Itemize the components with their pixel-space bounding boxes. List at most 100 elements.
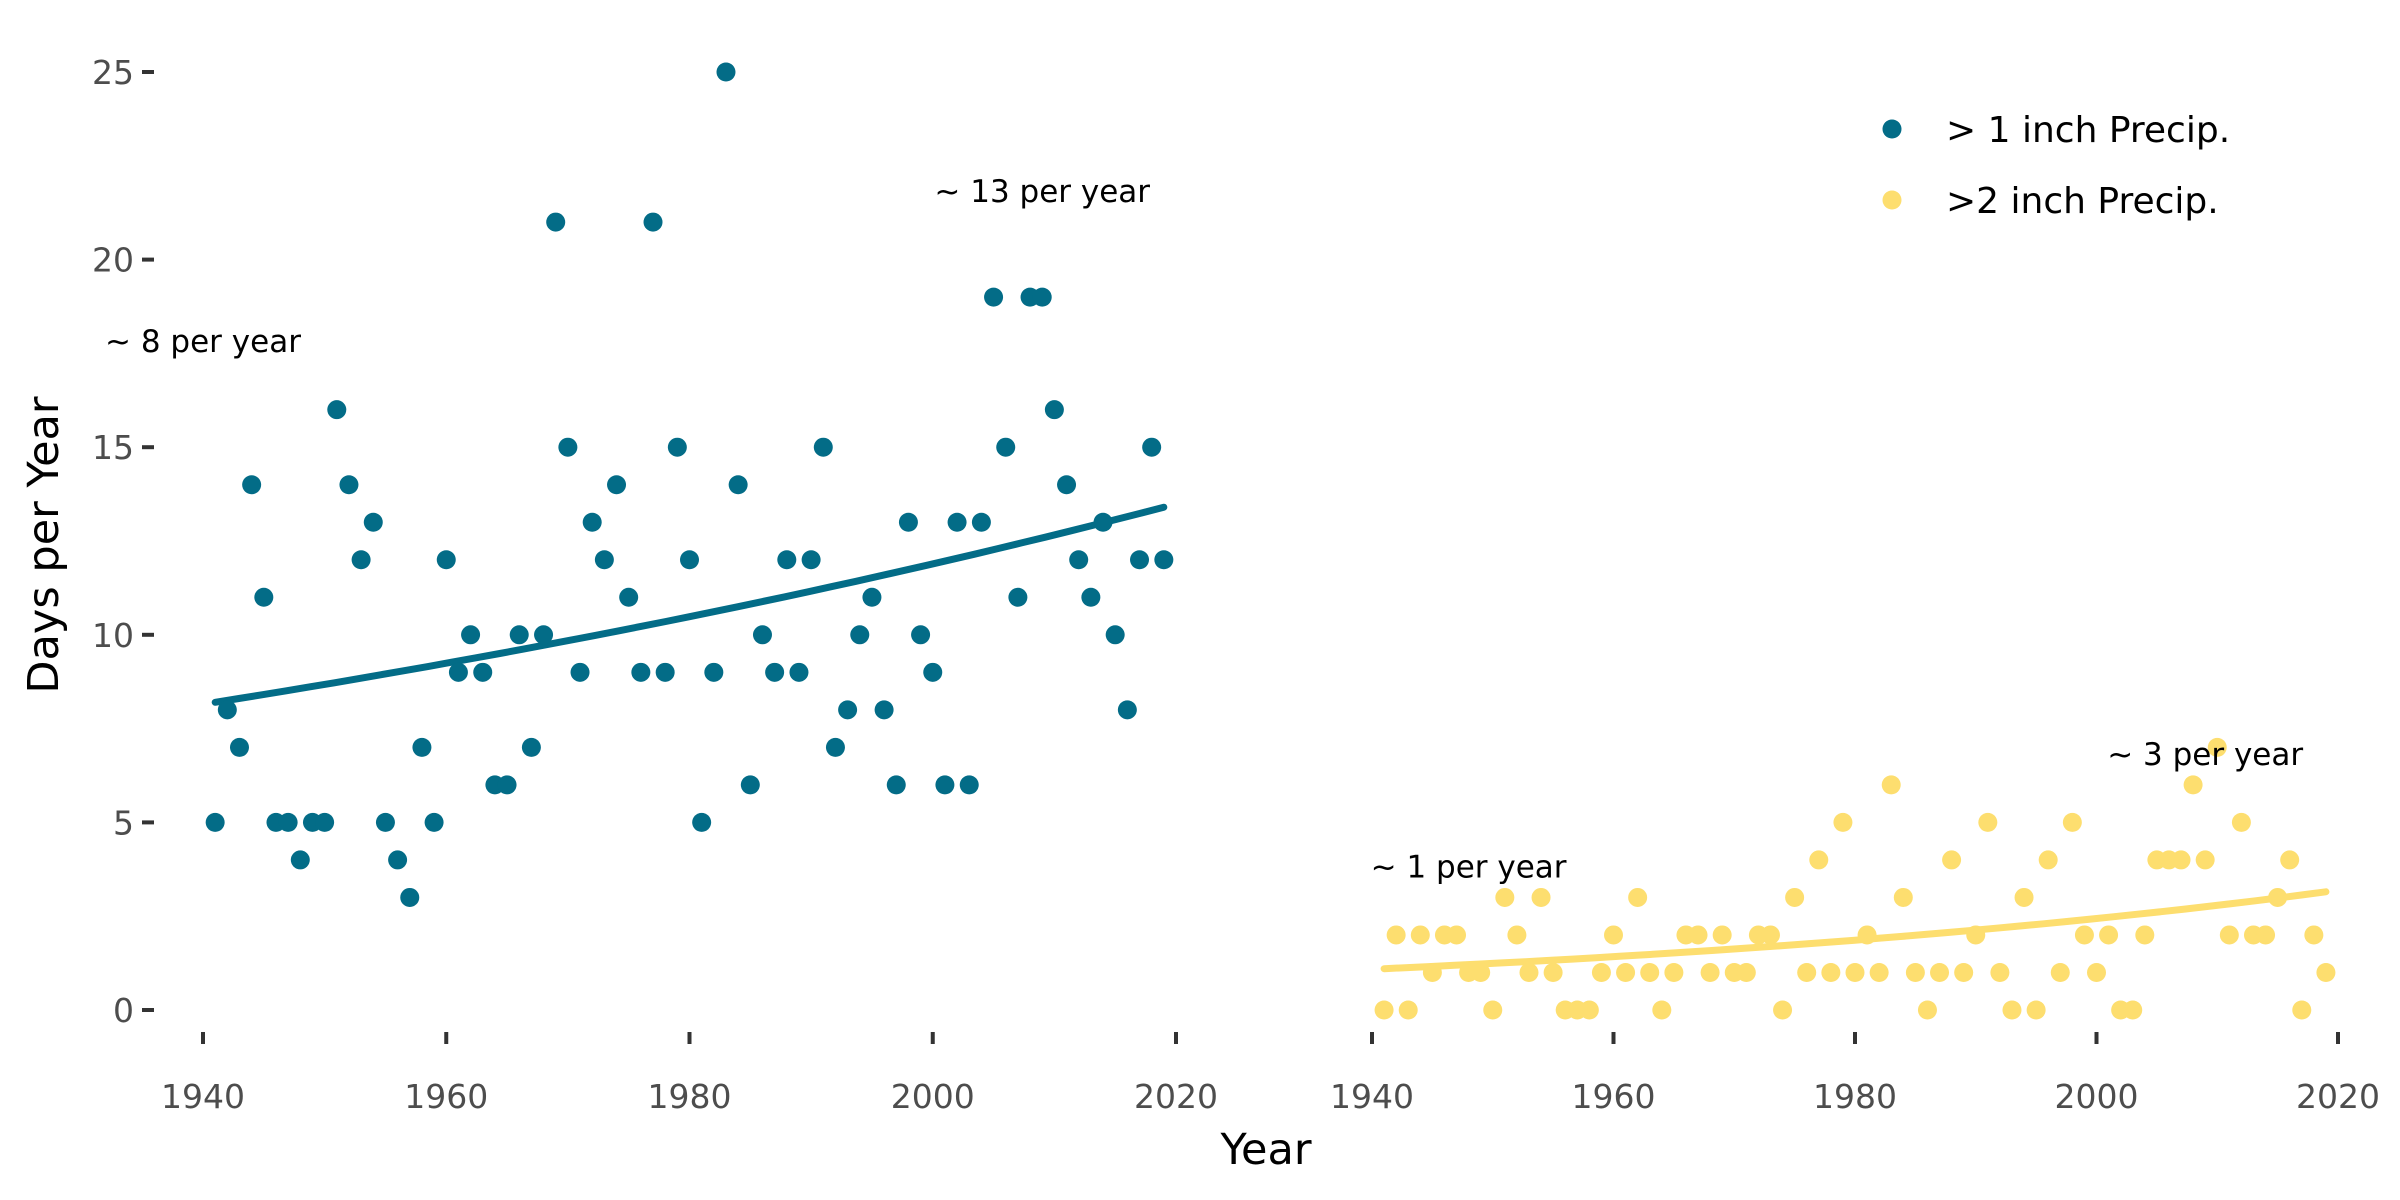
data-point [2183,775,2203,795]
data-point [1374,1000,1394,1020]
data-point [704,662,724,682]
data-point [1881,775,1901,795]
data-point [2038,850,2058,870]
x-tick-label: 1980 [1813,1077,1897,1116]
trend-annotation: ~ 3 per year [2107,737,2303,773]
data-point [1954,962,1974,982]
data-point [1688,925,1708,945]
data-point [1664,962,1684,982]
y-tick-label: 10 [92,616,134,655]
data-point [2074,925,2094,945]
data-point [1809,850,1829,870]
data-point [1905,962,1925,982]
legend-label: > 1 inch Precip. [1946,110,2230,151]
data-point [582,512,602,532]
data-point [363,512,383,532]
data-point [1833,812,1853,832]
x-axes: 1940 1960 1980 2000 2020 1940 1960 1980 2000 2020 [161,1032,2380,1116]
legend: > 1 inch Precip. >2 inch Precip. [1882,110,2230,222]
x-tick-label: 1940 [161,1077,245,1116]
data-point [1821,962,1841,982]
data-point [886,775,906,795]
data-point [1942,850,1962,870]
data-point [667,437,687,457]
data-point [2026,1000,2046,1020]
data-point [1507,925,1527,945]
data-point [534,625,554,645]
data-point [1105,625,1125,645]
data-point [229,737,249,757]
data-point [412,737,432,757]
data-point [862,587,882,607]
data-point [546,212,566,232]
data-point [2087,962,2106,982]
data-point [254,587,274,607]
data-point [1652,1000,1672,1020]
data-point [1857,925,1877,945]
data-point [1447,925,1467,945]
data-point [777,550,797,570]
data-point [2219,925,2239,945]
data-point [2292,1000,2312,1020]
data-point [351,550,371,570]
data-point [1495,887,1515,907]
data-point [2304,925,2324,945]
data-point [205,812,225,832]
data-point [1930,962,1950,982]
data-point [339,475,359,495]
data-point [1893,887,1913,907]
data-point [838,700,858,720]
data-point [1130,550,1150,570]
data-point [1142,437,1162,457]
data-point [1760,925,1780,945]
y-tick-label: 15 [92,428,134,467]
data-point [801,550,821,570]
data-point [1978,812,1998,832]
data-point [242,475,262,495]
x-tick-label: 2020 [2296,1077,2380,1116]
data-point [1604,925,1623,945]
y-tick-label: 20 [92,241,134,280]
data-point [290,850,310,870]
data-point [2002,1000,2022,1020]
data-point [388,850,408,870]
data-point [655,662,675,682]
data-point [2135,925,2155,945]
data-point [448,662,468,682]
trend-line [211,503,1168,706]
data-point [1471,962,1491,982]
data-point [752,625,772,645]
data-point [1845,962,1865,982]
x-tick-label: 2000 [891,1077,975,1116]
trend-annotation: ~ 1 per year [1371,849,1567,885]
data-point [1044,400,1064,420]
data-point [728,475,748,495]
data-point [789,662,809,682]
data-point [1591,962,1611,982]
data-point [813,437,833,457]
legend-key [1882,119,1902,139]
x-tick-label: 1960 [404,1077,488,1116]
x-tick-label: 1940 [1330,1077,1414,1116]
data-point [570,662,590,682]
data-point [716,62,736,82]
data-point [1093,512,1113,532]
data-point [1785,887,1805,907]
data-point [2231,812,2251,832]
trend-annotation: ~ 8 per year [105,324,301,360]
x-axis-title: Year [1219,1125,1311,1175]
data-point [375,812,395,832]
data-point [643,212,663,232]
data-point [2268,887,2288,907]
data-point [607,475,627,495]
data-point [1531,887,1551,907]
data-point [996,437,1016,457]
data-point [1797,962,1817,982]
data-point [1154,550,1174,570]
annotations: ~ 8 per year ~ 13 per year ~ 1 per year ~ 3… [105,174,2303,885]
data-point [327,400,347,420]
data-point [1032,287,1052,307]
x-tick-label: 2000 [2055,1077,2139,1116]
data-point [1990,962,2010,982]
